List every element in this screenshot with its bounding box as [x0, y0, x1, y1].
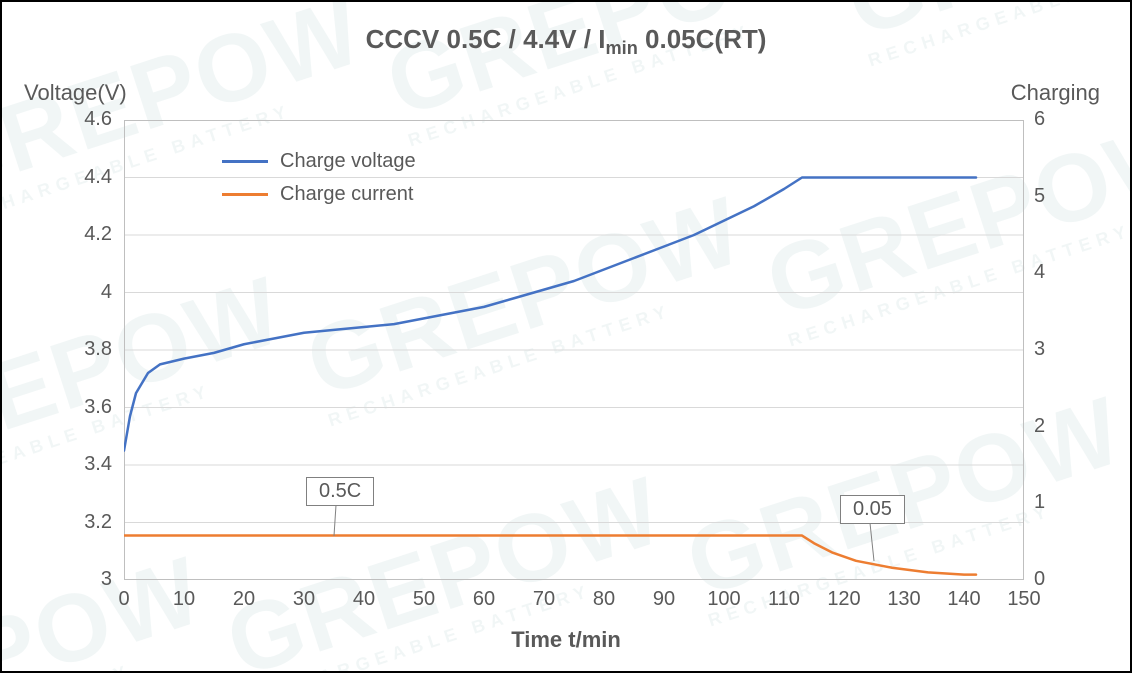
y-left-tick: 4.2: [84, 223, 112, 246]
callout-leader-cutoff-c: [830, 499, 884, 571]
x-tick: 90: [646, 588, 682, 611]
x-tick: 10: [166, 588, 202, 611]
y-left-tick: 3.4: [84, 453, 112, 476]
x-tick: 30: [286, 588, 322, 611]
x-tick: 120: [826, 588, 862, 611]
y-right-tick: 4: [1034, 261, 1045, 284]
y-left-tick: 3.2: [84, 511, 112, 534]
x-tick: 100: [706, 588, 742, 611]
title-prefix: CCCV 0.5C / 4.4V / I: [366, 24, 606, 54]
x-tick: 0: [106, 588, 142, 611]
x-tick: 150: [1006, 588, 1042, 611]
y-right-axis-label: Charging: [1011, 80, 1100, 106]
y-right-tick: 2: [1034, 415, 1045, 438]
y-left-tick: 4.6: [84, 108, 112, 131]
x-tick: 140: [946, 588, 982, 611]
x-tick: 40: [346, 588, 382, 611]
series-charge voltage: [124, 178, 976, 451]
y-left-tick: 4.4: [84, 166, 112, 189]
title-suffix: 0.05C(RT): [638, 24, 767, 54]
y-left-axis-label: Voltage(V): [24, 80, 127, 106]
y-left-tick: 4: [101, 281, 112, 304]
title-sub: min: [605, 38, 637, 58]
x-tick: 110: [766, 588, 802, 611]
y-left-tick: 3.6: [84, 396, 112, 419]
y-right-tick: 5: [1034, 185, 1045, 208]
callout-leader-c-rate: [296, 481, 344, 546]
y-right-tick: 6: [1034, 108, 1045, 131]
x-tick: 130: [886, 588, 922, 611]
x-tick: 80: [586, 588, 622, 611]
x-tick: 50: [406, 588, 442, 611]
x-tick: 70: [526, 588, 562, 611]
x-tick: 60: [466, 588, 502, 611]
y-right-tick: 3: [1034, 338, 1045, 361]
chart-frame: GREPOWRECHARGEABLE BATTERYGREPOWRECHARGE…: [0, 0, 1132, 673]
x-tick: 20: [226, 588, 262, 611]
y-right-tick: 1: [1034, 491, 1045, 514]
x-axis-label: Time t/min: [2, 627, 1130, 653]
y-left-tick: 3.8: [84, 338, 112, 361]
chart-title: CCCV 0.5C / 4.4V / Imin 0.05C(RT): [2, 24, 1130, 59]
